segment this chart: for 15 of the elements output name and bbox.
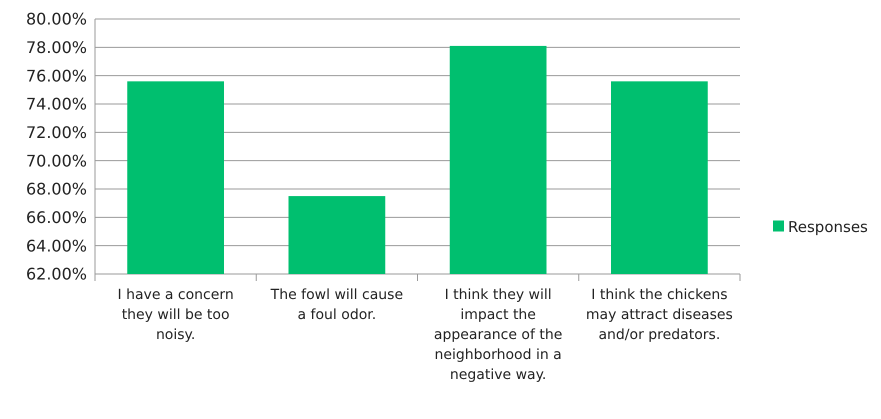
y-tick-label: 62.00%	[26, 264, 87, 284]
y-tick-label: 64.00%	[26, 236, 87, 256]
y-tick-label: 68.00%	[26, 180, 87, 199]
legend-label: Responses	[788, 218, 868, 236]
x-tick-label: I think the chickens may attract diseases and/or predators.	[586, 287, 733, 343]
y-tick-label: 76.00%	[26, 66, 87, 86]
y-tick-label: 78.00%	[26, 38, 87, 57]
y-tick-label: 70.00%	[26, 151, 87, 170]
y-tick-label: 66.00%	[26, 208, 87, 227]
x-tick-label: The fowl will cause a foul odor.	[270, 287, 404, 323]
x-tick-label: I have a concern they will be too noisy.	[118, 287, 234, 343]
y-tick-label: 74.00%	[26, 94, 87, 114]
y-tick-label: 72.00%	[26, 122, 87, 142]
x-tick-label: I think they will impact the appearance of the neighborhood in a negative way.	[434, 287, 562, 383]
y-tick-label: 80.00%	[26, 10, 87, 29]
